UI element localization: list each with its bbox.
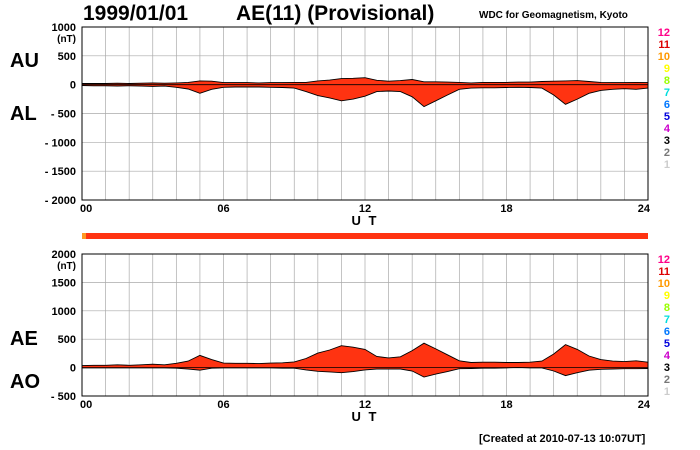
station-count-1: 1 bbox=[664, 386, 670, 398]
y-tick-label: - 1000 bbox=[45, 137, 76, 149]
x-tick-label: 12 bbox=[359, 203, 371, 215]
station-count-8: 8 bbox=[664, 75, 670, 87]
station-count-1: 1 bbox=[664, 159, 670, 171]
au-label: AU bbox=[10, 50, 39, 72]
plot-frame bbox=[81, 253, 649, 397]
station-count-10: 10 bbox=[658, 51, 670, 63]
area-ae-ao bbox=[82, 343, 648, 377]
status-bar bbox=[82, 233, 648, 239]
x-tick-label: 24 bbox=[638, 203, 651, 215]
y-tick-label: 500 bbox=[58, 51, 76, 63]
org-label: WDC for Geomagnetism, Kyoto bbox=[479, 10, 628, 21]
station-count-12: 12 bbox=[658, 254, 670, 266]
station-count-9: 9 bbox=[664, 63, 670, 75]
status-bar-start bbox=[82, 233, 86, 239]
y-tick-label: 1000 bbox=[52, 306, 76, 318]
y-tick-label: - 1500 bbox=[45, 166, 76, 178]
series-line-al bbox=[81, 85, 649, 108]
station-count-5: 5 bbox=[664, 111, 670, 123]
station-count-3: 3 bbox=[664, 362, 670, 374]
station-count-8: 8 bbox=[664, 302, 670, 314]
ao-label: AO bbox=[10, 371, 40, 393]
station-count-11: 11 bbox=[658, 39, 670, 51]
x-tick-label: 00 bbox=[80, 203, 92, 215]
x-tick-label: 24 bbox=[638, 399, 651, 411]
station-count-2: 2 bbox=[664, 147, 670, 159]
y-tick-label: - 2000 bbox=[45, 195, 76, 207]
y-tick-label: 500 bbox=[58, 334, 76, 346]
created-label: [Created at 2010-07-13 10:07UT] bbox=[479, 433, 646, 445]
y-tick-label: - 500 bbox=[51, 391, 76, 403]
x-tick-label: 06 bbox=[217, 203, 229, 215]
station-count-2: 2 bbox=[664, 374, 670, 386]
station-count-3: 3 bbox=[664, 135, 670, 147]
chart-title: AE(11) (Provisional) bbox=[236, 2, 435, 25]
y-tick-label: 0 bbox=[70, 80, 76, 92]
x-axis-label: U T bbox=[352, 409, 379, 424]
series-line-ao bbox=[82, 367, 649, 378]
x-axis-label: U T bbox=[352, 213, 379, 228]
station-count-7: 7 bbox=[664, 314, 670, 326]
y-tick-label: 1000 bbox=[52, 22, 76, 34]
station-count-11: 11 bbox=[658, 266, 670, 278]
y-tick-label: 0 bbox=[70, 363, 76, 375]
unit-label: (nT) bbox=[57, 34, 76, 45]
plot-frame bbox=[81, 26, 649, 201]
x-tick-label: 06 bbox=[217, 399, 229, 411]
x-tick-label: 18 bbox=[500, 203, 512, 215]
station-count-6: 6 bbox=[664, 326, 670, 338]
station-count-6: 6 bbox=[664, 99, 670, 111]
x-tick-label: 00 bbox=[80, 399, 92, 411]
station-count-12: 12 bbox=[658, 27, 670, 39]
station-count-4: 4 bbox=[664, 123, 671, 135]
station-count-9: 9 bbox=[664, 290, 670, 302]
date-label: 1999/01/01 bbox=[83, 2, 189, 25]
x-tick-label: 12 bbox=[359, 399, 371, 411]
y-tick-label: - 500 bbox=[51, 109, 76, 121]
series-line-ae bbox=[81, 342, 649, 367]
unit-label: (nT) bbox=[57, 261, 76, 272]
station-count-5: 5 bbox=[664, 338, 670, 350]
station-count-4: 4 bbox=[664, 350, 671, 362]
series-line-au bbox=[82, 77, 649, 84]
y-tick-label: 2000 bbox=[52, 249, 76, 261]
al-label: AL bbox=[10, 103, 37, 125]
ae-label: AE bbox=[10, 328, 38, 350]
y-tick-label: 1500 bbox=[52, 277, 76, 289]
station-count-7: 7 bbox=[664, 87, 670, 99]
x-tick-label: 18 bbox=[500, 399, 512, 411]
station-count-10: 10 bbox=[658, 278, 670, 290]
